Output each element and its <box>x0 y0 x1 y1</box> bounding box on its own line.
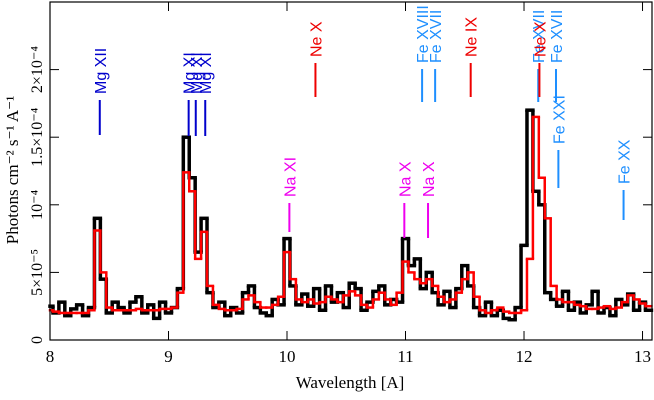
line-label: Fe XVII <box>428 10 445 63</box>
y-tick-label: 1.5×10⁻⁴ <box>29 107 46 166</box>
x-tick-label: 11 <box>397 347 413 366</box>
line-label: Mg XI <box>198 52 215 94</box>
x-axis-label: Wavelength [A] <box>296 373 405 392</box>
line-label: Fe XVII <box>531 10 548 63</box>
line-label: Ne IX <box>464 17 481 57</box>
line-label: Fe XVII <box>549 10 566 63</box>
line-label: Ne X <box>308 21 325 57</box>
y-tick-label: 2×10⁻⁴ <box>29 46 46 93</box>
x-tick-label: 9 <box>164 347 173 366</box>
y-tick-label: 0 <box>29 336 46 344</box>
line-label: Mg XII <box>93 48 110 94</box>
line-label: Fe XVIII <box>415 5 432 63</box>
plot-frame <box>49 1 653 341</box>
y-axis-label: Photons cm⁻² s⁻¹ A⁻¹ <box>3 96 22 244</box>
y-tick-label: 5×10⁻⁵ <box>29 249 46 296</box>
x-tick-label: 13 <box>634 347 651 366</box>
y-tick-label: 10⁻⁴ <box>29 189 46 219</box>
line-label: Fe XXI <box>551 95 568 144</box>
line-label: Na X <box>397 161 414 197</box>
line-label: Ne X <box>532 21 549 57</box>
line-label: Mg XI <box>182 52 199 94</box>
line-label: Mg XI <box>189 52 206 94</box>
x-tick-label: 10 <box>279 347 296 366</box>
x-tick-label: 12 <box>516 347 533 366</box>
line-label: Na X <box>421 161 438 197</box>
line-label: Na XI <box>282 157 299 197</box>
line-label: Fe XX <box>617 139 634 184</box>
x-tick-label: 8 <box>46 347 55 366</box>
